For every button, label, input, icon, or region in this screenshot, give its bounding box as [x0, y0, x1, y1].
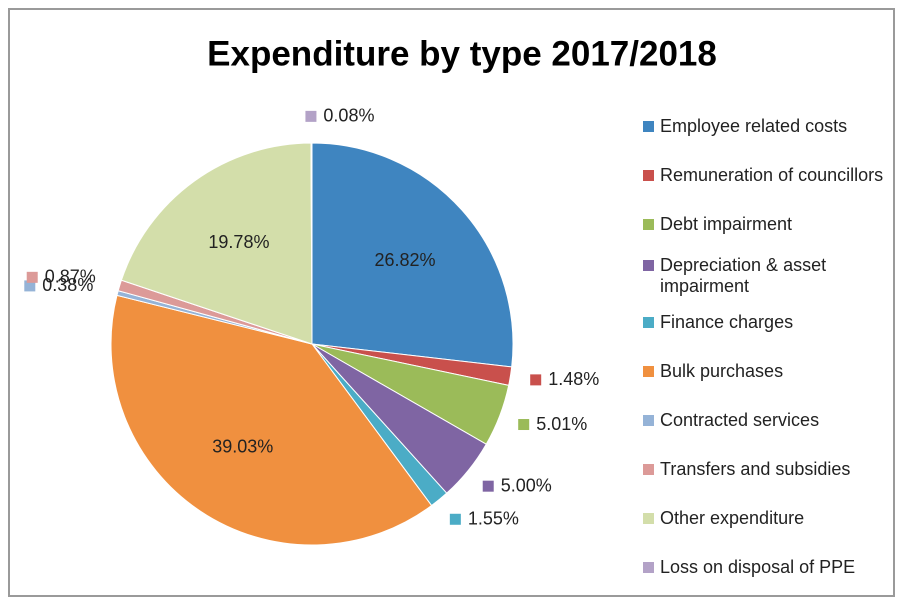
- chart: Expenditure by type 2017/2018 26.82% 1.48…: [24, 34, 717, 546]
- label-swatch: [24, 280, 36, 292]
- data-label: 0.38%: [42, 275, 93, 295]
- legend-swatch: [643, 260, 654, 271]
- legend-swatch: [643, 317, 654, 328]
- label-swatch: [449, 513, 461, 525]
- label-swatch: [305, 110, 317, 122]
- data-label: 1.48%: [548, 369, 599, 389]
- legend-label: Loss on disposal of PPE: [660, 557, 856, 577]
- label-swatch: [482, 480, 494, 492]
- pie-slice: [310, 142, 313, 345]
- legend-label: Transfers and subsidies: [660, 459, 851, 479]
- label-swatch: [26, 271, 38, 283]
- data-label: 39.03%: [212, 436, 273, 456]
- legend-label: Bulk purchases: [660, 361, 784, 381]
- legend-label: Depreciation & asset impairment: [660, 255, 827, 296]
- data-label: 0.87%: [45, 267, 96, 287]
- pie-slice: [110, 294, 433, 546]
- legend-label: Finance charges: [660, 312, 794, 332]
- data-label: 1.55%: [468, 509, 519, 529]
- legend-swatch: [643, 513, 654, 524]
- legend-swatch: [643, 121, 654, 132]
- legend-label: Other expenditure: [660, 508, 805, 528]
- data-label: 5.01%: [536, 414, 587, 434]
- legend-swatch: [643, 464, 654, 475]
- data-label: 5.00%: [501, 475, 552, 495]
- pie-slice: [120, 142, 313, 345]
- legend-label: Debt impairment: [660, 214, 793, 234]
- legend-label: Remuneration of councillors: [660, 165, 884, 185]
- label-swatch: [518, 419, 530, 431]
- label-swatch: [530, 374, 542, 386]
- legend-swatch: [643, 170, 654, 181]
- legend-swatch: [643, 562, 654, 573]
- legend-swatch: [643, 219, 654, 230]
- chart-title: Expenditure by type 2017/2018: [207, 34, 717, 73]
- data-label: 0.08%: [323, 106, 374, 126]
- legend-swatch: [643, 366, 654, 377]
- chart-frame: Expenditure by type 2017/2018 26.82% 1.48…: [8, 8, 895, 597]
- pie-slice: [311, 142, 514, 368]
- legend-label: Contracted services: [660, 410, 820, 430]
- data-label: 26.82%: [374, 250, 435, 270]
- legend-swatch: [643, 415, 654, 426]
- data-label: 19.78%: [208, 232, 269, 252]
- legend-label: Employee related costs: [660, 116, 848, 136]
